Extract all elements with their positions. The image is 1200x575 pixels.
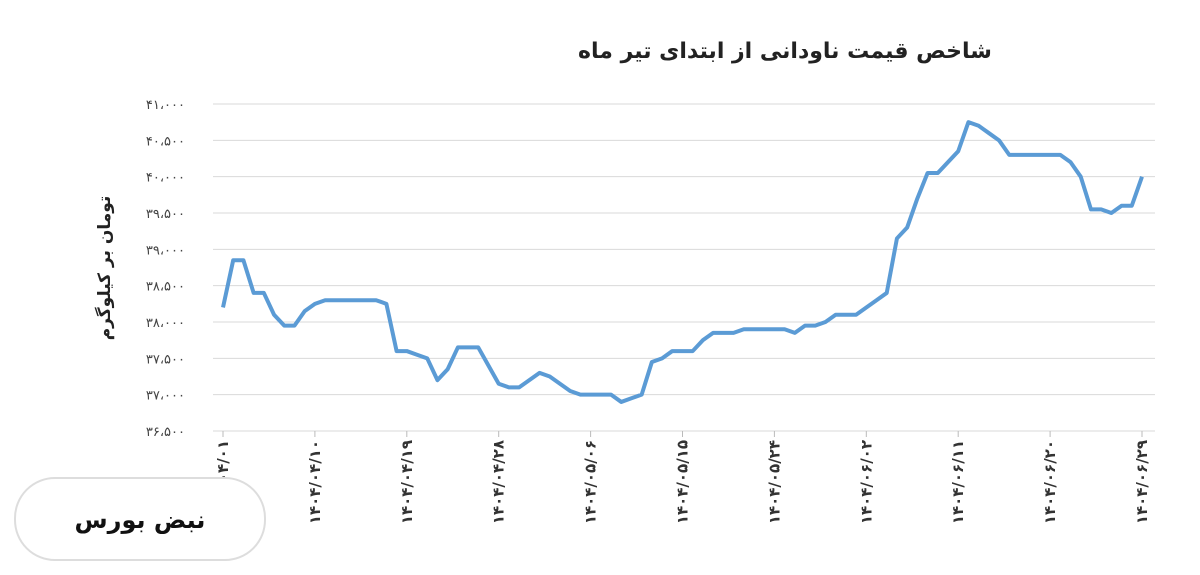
x-tick-label: ۱۴۰۴/۰۴/۱۰ (306, 440, 324, 524)
plot-area: ۳۶،۵۰۰ ۳۷،۰۰۰ ۳۷،۵۰۰ ۳۸،۰۰۰ ۳۸،۵۰۰ ۳۹،۰۰۰ ۳۹،۵… (146, 98, 1155, 524)
y-tick-label: ۳۹،۰۰۰ (146, 243, 185, 258)
y-axis-title: تومان بر کیلوگرم (94, 196, 115, 341)
y-tick-label: ۳۶،۵۰۰ (146, 425, 185, 440)
x-tick-label: ۱۴۰۴/۰۴/۲۸ (490, 440, 508, 524)
y-tick-label: ۳۷،۰۰۰ (146, 389, 185, 404)
x-tick-label: ۱۴۰۴/۰۶/۱۱ (949, 440, 967, 524)
x-tick-label: ۱۴۰۴/۰۵/۲۴ (765, 440, 783, 524)
data-line (221, 120, 1144, 404)
chart-title: شاخص قیمت ناودانی از ابتدای تیر ماه (578, 39, 992, 64)
x-tick-label: ۱۴۰۴/۰۶/۲۰ (1041, 440, 1059, 524)
y-tick-label: ۳۸،۵۰۰ (146, 280, 185, 295)
y-tick-label: ۴۰،۰۰۰ (146, 171, 185, 186)
x-tick-label: ۱۴۰۴/۰۶/۰۲ (857, 440, 875, 524)
y-tick-label: ۳۹،۵۰۰ (146, 207, 185, 222)
logo-text: نبض بورس (75, 506, 206, 534)
logo-box (14, 477, 266, 561)
y-tick-label: ۳۷،۵۰۰ (146, 352, 185, 367)
y-tick-label: ۴۱،۰۰۰ (146, 98, 185, 113)
watermark-logo: نبض بورس (14, 477, 266, 561)
y-tick-label: ۳۸،۰۰۰ (146, 316, 185, 331)
x-tick-label: ۱۴۰۴/۰۵/۰۶ (582, 440, 600, 524)
y-tick-label: ۴۰،۵۰۰ (146, 134, 185, 149)
x-tick-label: ۱۴۰۴/۰۴/۱۹ (398, 440, 416, 524)
x-tick-label: ۱۴۰۴/۰۵/۱۵ (674, 440, 692, 524)
x-tick-label: ۱۴۰۴/۰۶/۲۹ (1133, 440, 1151, 524)
